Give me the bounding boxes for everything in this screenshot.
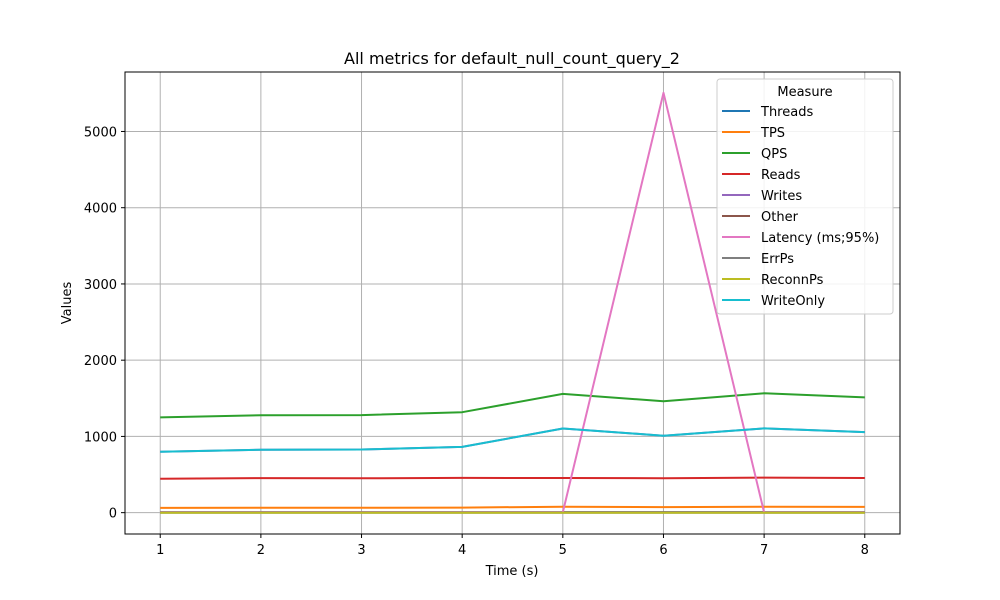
y-tick-label: 3000 [84,278,117,293]
legend-items: Threads TPS QPS Reads Writes Other Latency (ms… [722,105,879,309]
series-line-writes [160,427,865,453]
legend-label-other: Other [761,210,799,225]
x-tick-label: 3 [357,543,365,558]
chart-title: All metrics for default_null_count_query… [344,49,680,69]
legend-label-reads: Reads [761,168,801,183]
y-ticks: 0 1000 2000 3000 4000 5000 [84,125,125,522]
legend-label-qps: QPS [761,147,787,162]
plot-frame [124,71,901,535]
x-axis-label: Time (s) [485,564,539,579]
y-axis-label: Values [60,282,75,325]
legend-title: Measure [777,85,832,100]
legend: Measure Threads TPS QPS Reads Writes Other Lat… [716,78,894,315]
y-tick-label: 5000 [84,125,117,140]
legend-label-threads: Threads [760,105,813,120]
x-tick-label: 1 [156,543,164,558]
y-tick-label: 1000 [84,430,117,445]
x-tick-label: 7 [760,543,768,558]
y-tick-label: 0 [109,507,117,522]
y-tick-label: 2000 [84,354,117,369]
legend-label-latency-ms-95: Latency (ms;95%) [761,231,879,246]
series-line-reads [160,476,865,480]
legend-label-tps: TPS [760,126,785,141]
series-line-tps [160,505,865,509]
legend-label-writeonly: WriteOnly [761,294,825,309]
legend-label-errps: ErrPs [761,252,794,267]
y-tick-label: 4000 [84,202,117,217]
x-tick-label: 8 [861,543,869,558]
legend-label-writes: Writes [761,189,802,204]
x-tick-label: 2 [257,543,265,558]
x-tick-label: 5 [559,543,567,558]
legend-label-reconnps: ReconnPs [761,273,824,288]
x-tick-label: 6 [659,543,667,558]
x-tick-label: 4 [458,543,466,558]
series-line-qps [160,392,865,419]
series-line-writeonly [160,427,865,453]
legend-box [716,78,894,315]
plot-lines [160,91,865,514]
x-ticks: 1 2 3 4 5 6 7 8 [156,534,869,558]
